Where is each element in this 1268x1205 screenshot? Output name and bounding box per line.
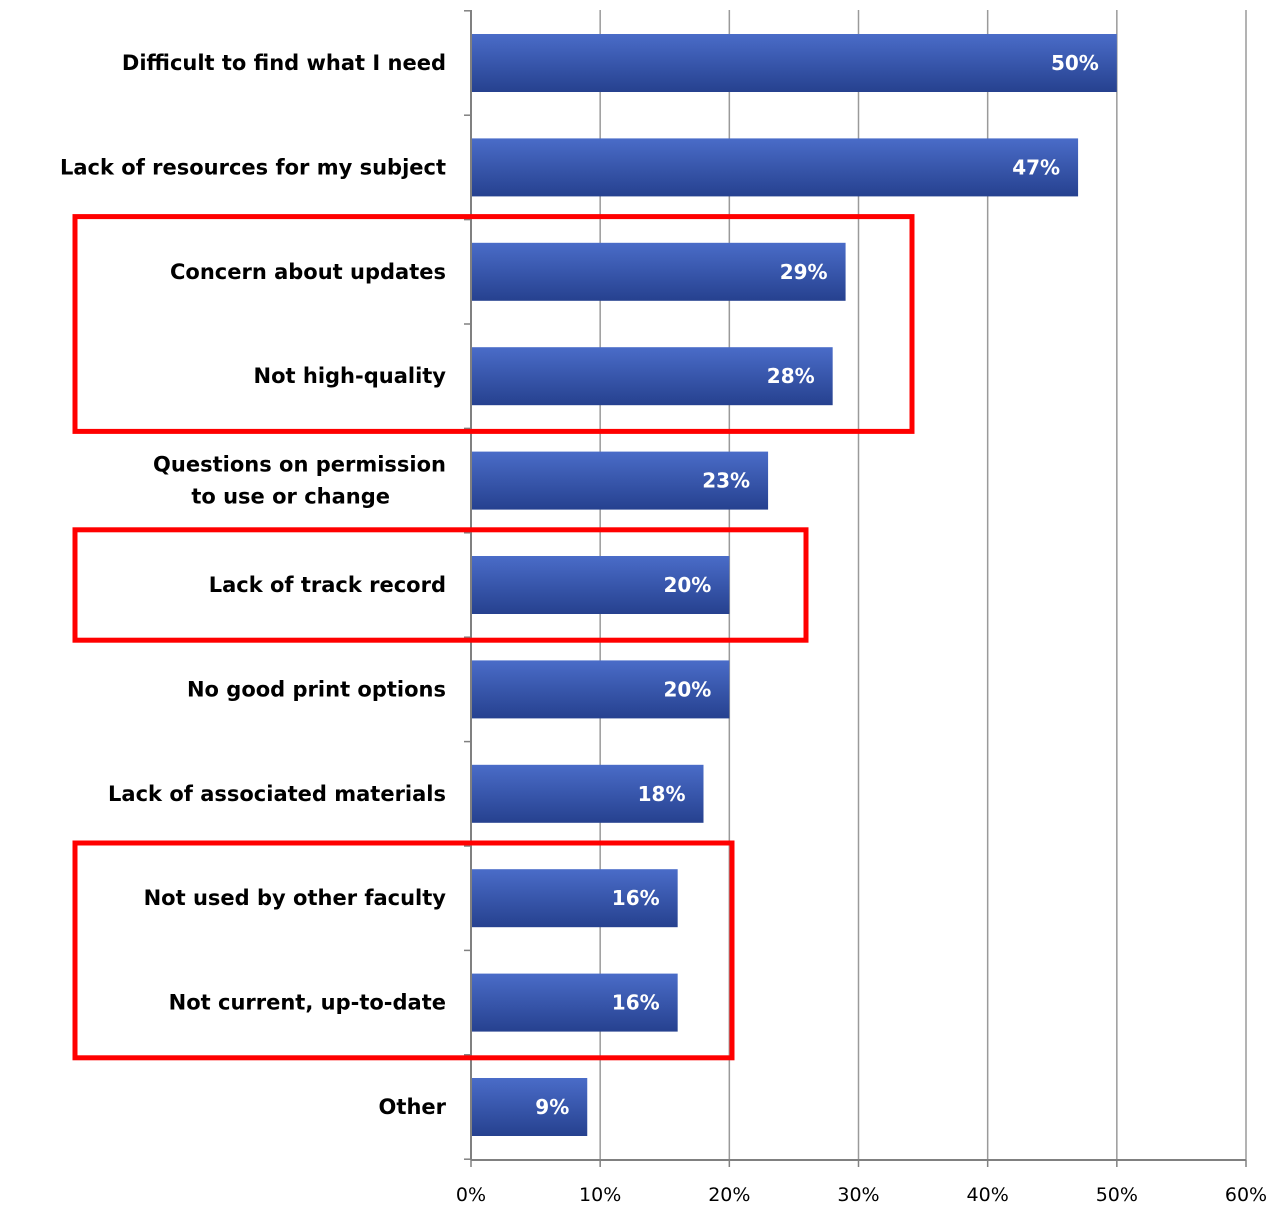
category-label-3: Not high-quality [254, 364, 447, 388]
category-label-0: Difficult to find what I need [122, 51, 446, 75]
category-label-10: Other [379, 1095, 447, 1119]
category-label-6: No good print options [187, 677, 446, 701]
bar-10 [472, 1078, 588, 1136]
category-label-8: Not used by other faculty [144, 886, 447, 910]
bar-1 [472, 138, 1079, 197]
bars: 50% 47% 29% 28% 23% 20% 20% 18% 16% 16% 9% [472, 34, 1117, 1136]
x-tick-label-50: 50% [1096, 1184, 1138, 1205]
bar-5 [472, 556, 730, 614]
highlight-box-1 [72, 527, 809, 643]
bar-value-label-3: 28% [767, 364, 815, 388]
x-tick-label-40: 40% [967, 1184, 1009, 1205]
gridlines [599, 10, 1247, 1160]
highlight-boxes [72, 214, 915, 1061]
bar-7 [472, 764, 704, 823]
category-label-4-line-0: Questions on permission [153, 453, 446, 477]
category-label-1: Lack of resources for my subject [60, 155, 446, 179]
bar-value-label-9: 16% [612, 991, 660, 1015]
bar-2 [472, 242, 846, 301]
category-label-7: Lack of associated materials [108, 782, 446, 806]
x-tick-labels: 0% 10% 20% 30% 40% 50% 60% [456, 1184, 1267, 1205]
bar-value-label-4: 23% [702, 469, 750, 493]
category-labels: Difficult to find what I need Lack of res… [60, 51, 447, 1119]
x-tick-label-20: 20% [708, 1184, 750, 1205]
bar-6 [472, 660, 730, 719]
bar-value-label-7: 18% [638, 782, 686, 806]
highlight-box-0 [72, 214, 915, 434]
bar-4 [472, 451, 769, 510]
x-tick-label-10: 10% [579, 1184, 621, 1205]
bar-0 [472, 34, 1117, 92]
bar-value-label-1: 47% [1012, 155, 1060, 179]
category-label-4-line-1: to use or change [191, 485, 390, 509]
bar-value-label-0: 50% [1051, 51, 1099, 75]
bar-value-label-5: 20% [663, 573, 711, 597]
x-tick-label-0: 0% [456, 1184, 486, 1205]
x-tick-label-30: 30% [837, 1184, 879, 1205]
category-label-2: Concern about updates [170, 260, 446, 284]
bar-value-label-10: 9% [535, 1095, 569, 1119]
bar-value-label-8: 16% [612, 886, 660, 910]
bar-value-label-6: 20% [663, 677, 711, 701]
category-label-5: Lack of track record [209, 573, 446, 597]
highlight-box-2 [72, 840, 735, 1061]
bar-3 [472, 347, 833, 406]
axes [464, 10, 1247, 1167]
bar-9 [472, 973, 678, 1032]
bar-8 [472, 869, 678, 928]
x-tick-label-60: 60% [1225, 1184, 1267, 1205]
bar-value-label-2: 29% [780, 260, 828, 284]
category-label-9: Not current, up-to-date [169, 991, 446, 1015]
